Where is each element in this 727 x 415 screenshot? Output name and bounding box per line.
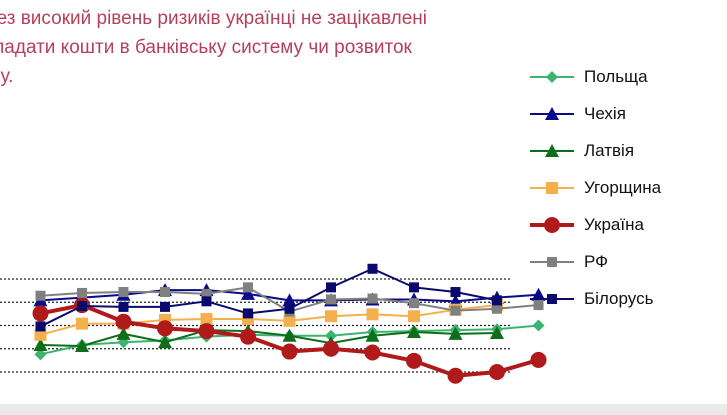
legend-label: Білорусь: [584, 288, 654, 308]
data-point: [77, 300, 87, 311]
data-point: [75, 338, 89, 352]
data-point: [530, 351, 547, 368]
data-point: [240, 328, 256, 345]
data-point: [77, 287, 87, 298]
chart-title-line-1: рез високий рівень ризиків українці не з…: [0, 8, 427, 29]
data-point: [282, 328, 297, 342]
data-point: [490, 325, 504, 339]
data-point: [35, 321, 46, 332]
data-point: [243, 282, 253, 293]
series-line: [40, 329, 498, 347]
series-3: [33, 323, 504, 352]
data-point: [283, 314, 296, 327]
data-point: [33, 338, 48, 352]
data-point: [241, 286, 255, 300]
data-point: [447, 367, 464, 384]
data-point: [366, 308, 379, 321]
data-point: [200, 312, 213, 325]
legend-label: Чехія: [584, 103, 626, 123]
legend-swatch: [530, 293, 574, 304]
legend-item: РФ: [528, 243, 661, 280]
legend-item: Білорусь: [528, 280, 661, 317]
series-line: [40, 267, 498, 328]
legend-item: Чехія: [528, 95, 661, 132]
legend-swatch: [530, 256, 574, 267]
series-7: [35, 263, 502, 332]
data-point: [160, 287, 170, 298]
data-point: [408, 310, 420, 323]
data-point: [35, 290, 46, 301]
data-point: [158, 335, 172, 349]
legend-label: Україна: [584, 214, 644, 234]
data-point: [160, 301, 170, 312]
data-point: [406, 352, 422, 369]
data-point: [489, 364, 505, 380]
legend-swatch: [530, 181, 574, 194]
data-point: [34, 328, 47, 341]
data-point: [364, 344, 381, 361]
legend-label: РФ: [584, 251, 609, 271]
data-point: [323, 340, 339, 357]
data-point: [116, 326, 131, 340]
data-point: [325, 329, 337, 342]
series-5: [32, 297, 547, 384]
data-point: [533, 300, 544, 311]
legend: Польща Чехія Латвія Угорщина Україна РФ Білору…: [528, 58, 661, 317]
data-point: [365, 328, 380, 342]
legend-item: Угорщина: [528, 169, 661, 206]
chart-title-line-2: падати кошти в банківську систему чи роз…: [0, 37, 412, 58]
data-point: [492, 303, 502, 314]
data-point: [532, 319, 545, 332]
data-point: [326, 294, 336, 305]
chart-title-line-3: несу.: [0, 66, 14, 87]
data-point: [409, 282, 419, 293]
data-point: [450, 305, 461, 316]
data-point: [407, 325, 421, 339]
legend-swatch: [530, 70, 574, 83]
data-point: [284, 303, 295, 314]
data-point: [367, 293, 378, 304]
data-point: [243, 308, 253, 319]
legend-item: Латвія: [528, 132, 661, 169]
data-point: [76, 317, 88, 330]
data-point: [409, 298, 419, 309]
data-point: [326, 282, 336, 293]
legend-label: Угорщина: [584, 177, 662, 197]
data-point: [492, 295, 502, 306]
data-point: [367, 263, 378, 274]
legend-label: Латвія: [584, 140, 635, 160]
chart-title: рез високий рівень ризиків українці не з…: [0, 4, 560, 91]
data-point: [118, 287, 129, 298]
data-point: [325, 310, 337, 323]
data-point: [157, 320, 173, 337]
data-point: [115, 313, 132, 330]
data-point: [198, 323, 215, 340]
data-point: [32, 305, 49, 322]
legend-label: Польща: [584, 66, 648, 86]
legend-swatch: [530, 106, 574, 120]
legend-item: Україна: [528, 206, 661, 243]
data-point: [34, 348, 47, 361]
data-point: [201, 296, 212, 307]
series-group: [32, 263, 547, 384]
data-point: [201, 288, 212, 299]
legend-swatch: [530, 216, 574, 233]
legend-swatch: [530, 143, 574, 157]
legend-item: Польща: [528, 58, 661, 95]
data-point: [448, 326, 463, 340]
data-point: [281, 343, 298, 360]
data-point: [282, 293, 297, 307]
data-point: [118, 301, 129, 312]
data-point: [450, 287, 461, 298]
footer-bar: [0, 404, 727, 415]
